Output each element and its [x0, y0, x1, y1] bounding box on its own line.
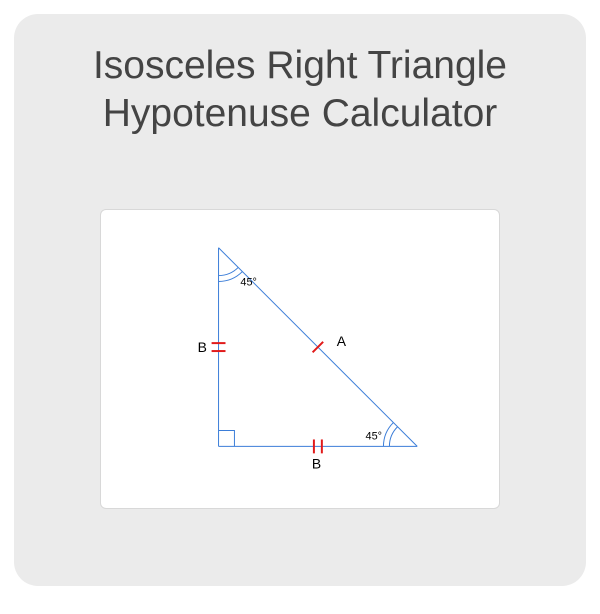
angle-arc-top: [219, 267, 243, 281]
label-B-bottom: B: [312, 455, 321, 471]
calculator-card: Isosceles Right Triangle Hypotenuse Calc…: [14, 14, 586, 586]
triangle-diagram: A B B 45° 45°: [101, 210, 499, 508]
angle-arc-right: [383, 423, 397, 447]
right-angle-marker: [219, 431, 235, 447]
label-B-left: B: [198, 339, 207, 355]
label-angle-top: 45°: [240, 276, 257, 288]
page-title: Isosceles Right Triangle Hypotenuse Calc…: [14, 14, 586, 137]
label-angle-right: 45°: [366, 430, 383, 442]
label-A: A: [337, 333, 347, 349]
diagram-panel: A B B 45° 45°: [100, 209, 500, 509]
title-line-2: Hypotenuse Calculator: [103, 92, 498, 135]
title-line-1: Isosceles Right Triangle: [93, 44, 507, 87]
